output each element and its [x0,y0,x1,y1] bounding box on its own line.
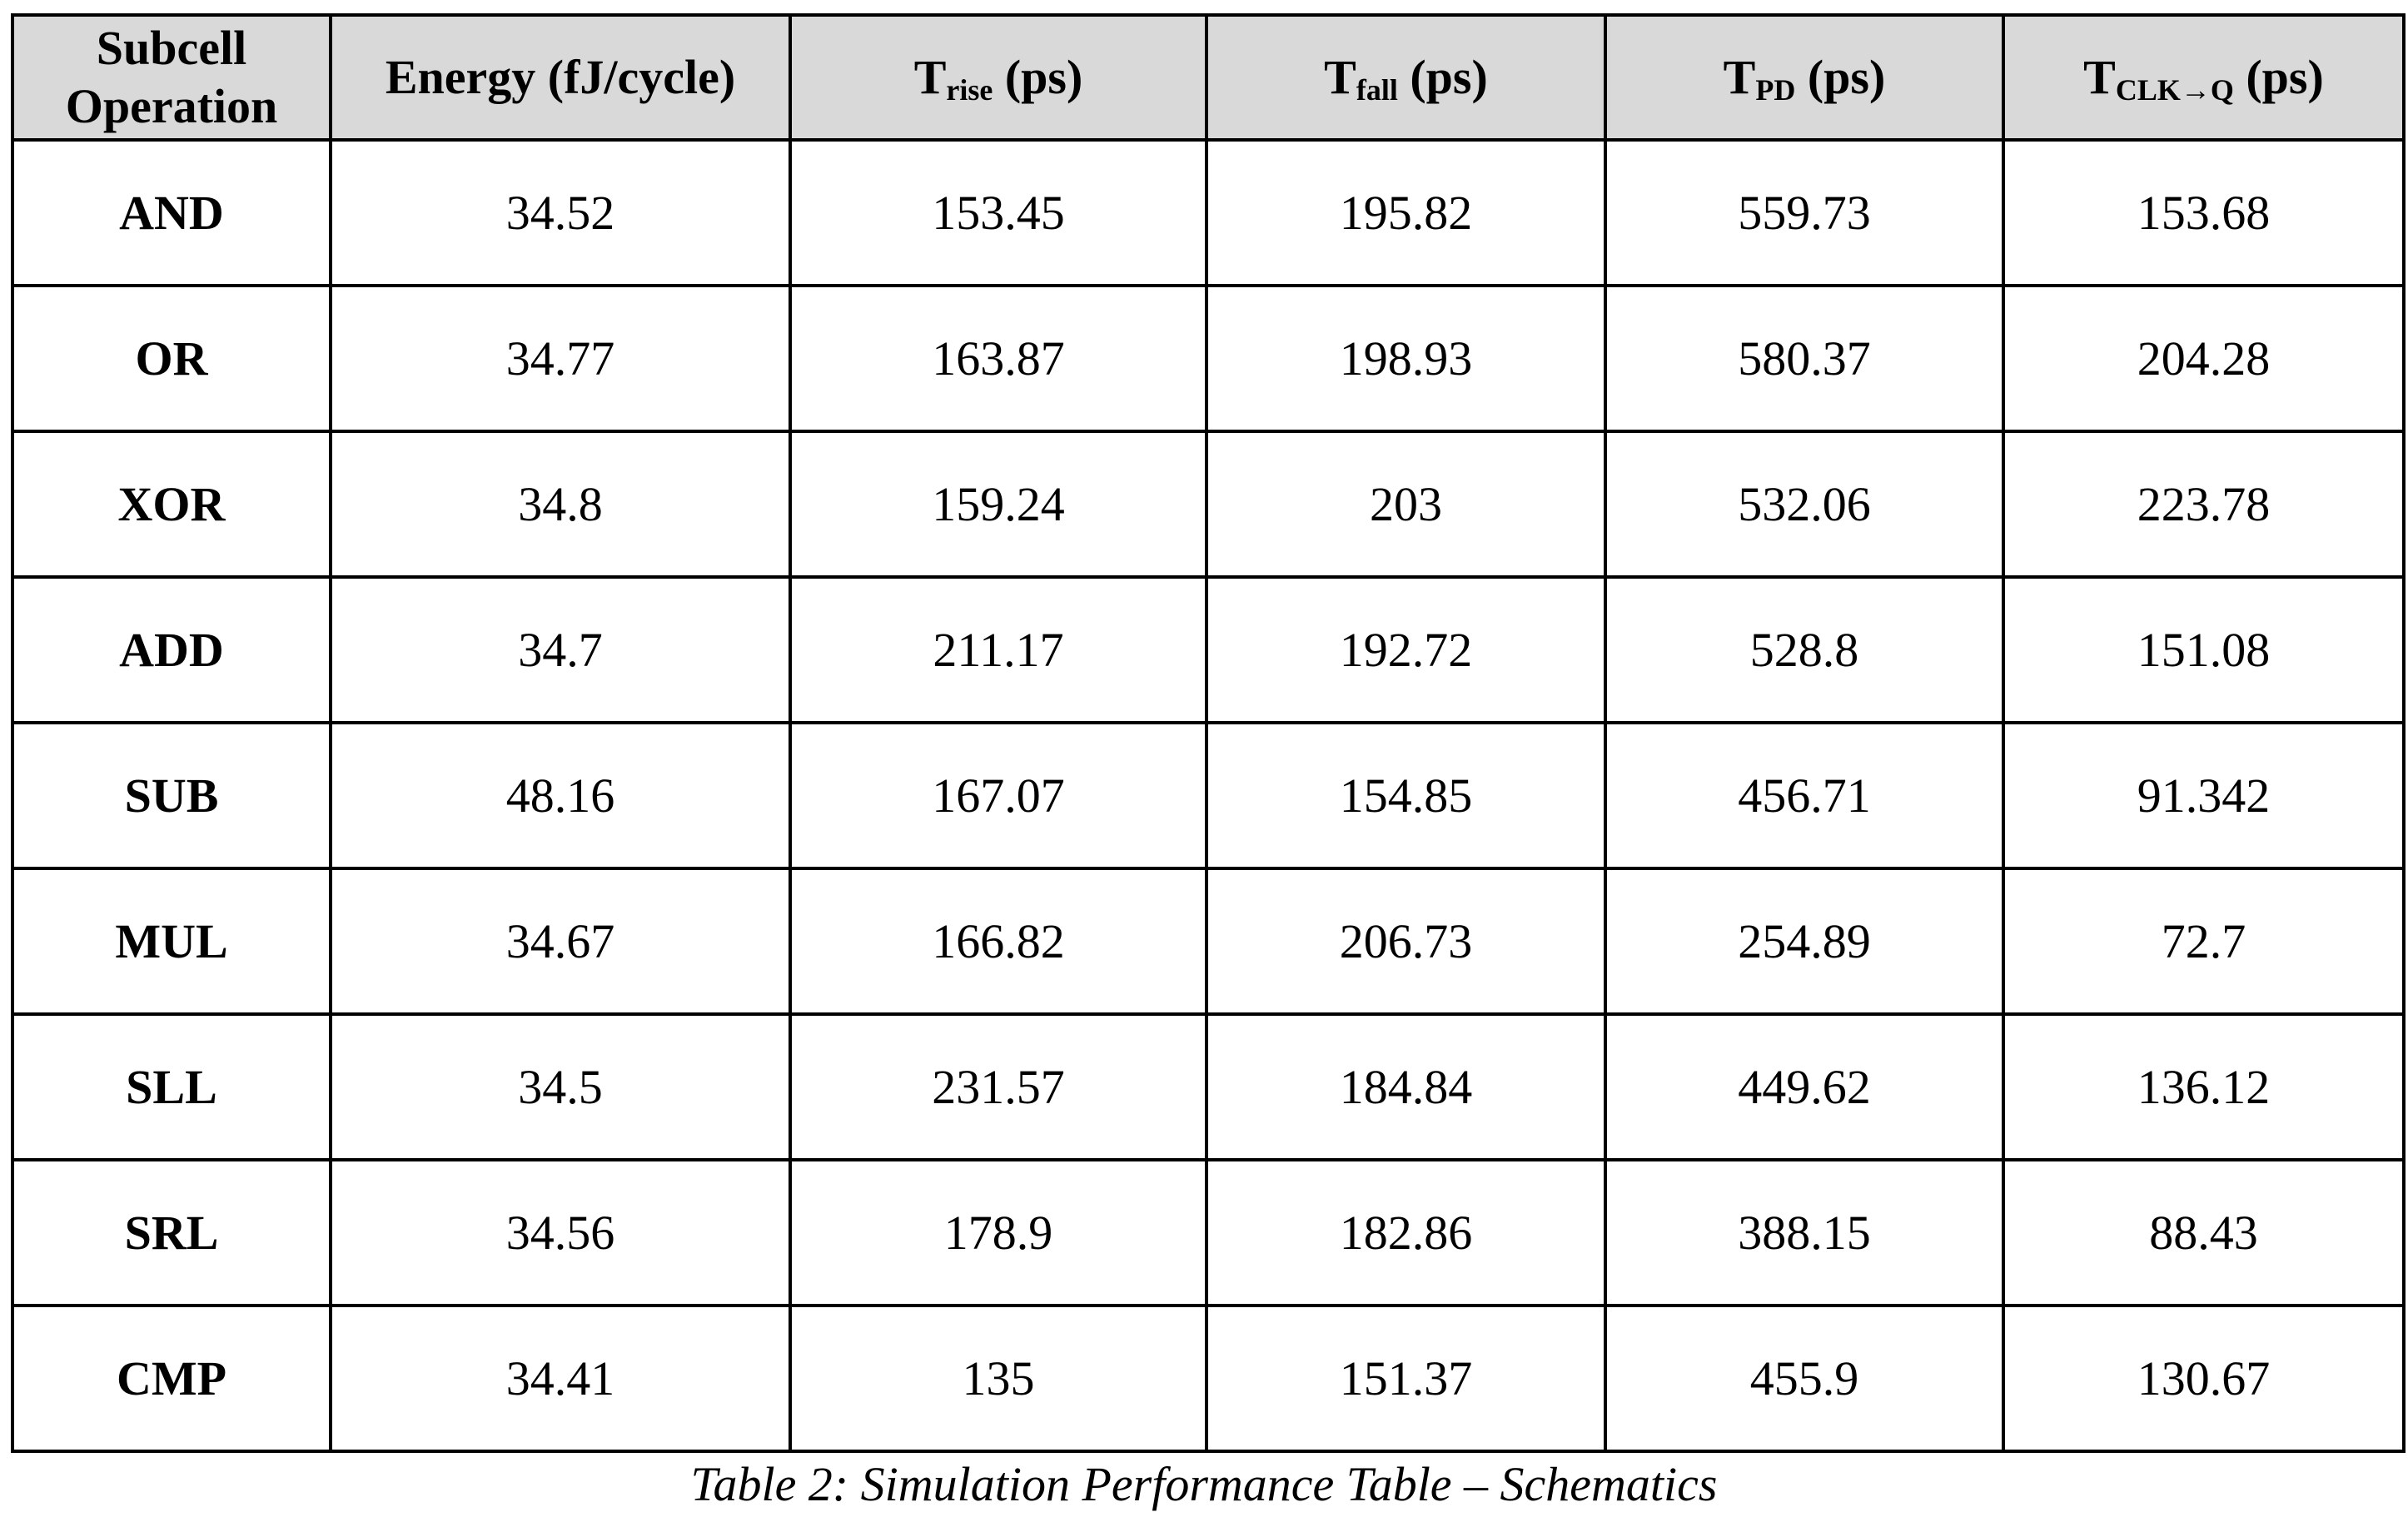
cell-t-rise: 135 [789,1304,1208,1453]
cell-operation: OR [11,284,332,433]
cell-operation: MUL [11,867,332,1016]
cell-t-pd: 532.06 [1604,430,2005,579]
cell-energy: 48.16 [329,721,792,870]
header-subcell-operation: Subcell Operation [11,13,332,142]
cell-t-rise: 211.17 [789,575,1208,724]
header-line: Subcell [96,21,247,75]
cell-operation: CMP [11,1304,332,1453]
cell-energy: 34.67 [329,867,792,1016]
cell-t-rise: 231.57 [789,1012,1208,1161]
header-sub: fall [1356,73,1398,107]
cell-t-rise: 153.45 [789,138,1208,287]
cell-t-pd: 528.8 [1604,575,2005,724]
cell-t-rise: 167.07 [789,721,1208,870]
cell-t-clk-q: 130.67 [2002,1304,2406,1453]
cell-energy: 34.5 [329,1012,792,1161]
cell-energy: 34.8 [329,430,792,579]
header-main: T [1324,50,1356,104]
header-energy: Energy (fJ/cycle) [329,13,792,142]
cell-t-rise: 166.82 [789,867,1208,1016]
cell-t-pd: 559.73 [1604,138,2005,287]
cell-t-clk-q: 153.68 [2002,138,2406,287]
header-label: Energy (fJ/cycle) [385,50,736,104]
table-row: OR 34.77 163.87 198.93 580.37 204.28 [11,284,2406,433]
cell-t-clk-q: 223.78 [2002,430,2406,579]
cell-energy: 34.56 [329,1158,792,1307]
header-suffix: (ps) [1795,50,1886,104]
header-t-clk-q: TCLK→Q (ps) [2002,13,2406,142]
table-row: SRL 34.56 178.9 182.86 388.15 88.43 [11,1158,2406,1307]
cell-t-clk-q: 136.12 [2002,1012,2406,1161]
header-suffix: (ps) [993,50,1083,104]
header-line: Operation [65,79,278,133]
cell-operation: SLL [11,1012,332,1161]
cell-t-rise: 163.87 [789,284,1208,433]
cell-t-clk-q: 88.43 [2002,1158,2406,1307]
table-row: SLL 34.5 231.57 184.84 449.62 136.12 [11,1012,2406,1161]
cell-t-fall: 184.84 [1205,1012,1607,1161]
table-row: ADD 34.7 211.17 192.72 528.8 151.08 [11,575,2406,724]
cell-operation: XOR [11,430,332,579]
cell-t-fall: 195.82 [1205,138,1607,287]
header-t-fall: Tfall (ps) [1205,13,1607,142]
cell-operation: SRL [11,1158,332,1307]
cell-t-fall: 206.73 [1205,867,1607,1016]
cell-t-fall: 192.72 [1205,575,1607,724]
cell-operation: ADD [11,575,332,724]
cell-t-fall: 203 [1205,430,1607,579]
cell-t-clk-q: 91.342 [2002,721,2406,870]
cell-energy: 34.41 [329,1304,792,1453]
cell-t-pd: 580.37 [1604,284,2005,433]
simulation-performance-table-container: Subcell Operation Energy (fJ/cycle) Tris… [11,13,2406,1453]
table-caption: Table 2: Simulation Performance Table – … [690,1457,1718,1511]
header-sub: rise [946,73,993,107]
cell-energy: 34.7 [329,575,792,724]
cell-t-fall: 182.86 [1205,1158,1607,1307]
cell-operation: SUB [11,721,332,870]
cell-operation: AND [11,138,332,287]
table-row: CMP 34.41 135 151.37 455.9 130.67 [11,1304,2406,1453]
header-sub: PD [1755,73,1796,107]
header-main: T [1723,50,1756,104]
cell-energy: 34.52 [329,138,792,287]
table-row: AND 34.52 153.45 195.82 559.73 153.68 [11,138,2406,287]
header-t-rise: Trise (ps) [789,13,1208,142]
header-sub: CLK→Q [2115,73,2234,107]
cell-t-fall: 154.85 [1205,721,1607,870]
cell-t-pd: 254.89 [1604,867,2005,1016]
header-main: T [2083,50,2116,104]
cell-t-rise: 159.24 [789,430,1208,579]
cell-t-pd: 456.71 [1604,721,2005,870]
table-row: MUL 34.67 166.82 206.73 254.89 72.7 [11,867,2406,1016]
table-row: XOR 34.8 159.24 203 532.06 223.78 [11,430,2406,579]
header-suffix: (ps) [1397,50,1488,104]
cell-t-clk-q: 204.28 [2002,284,2406,433]
cell-t-fall: 198.93 [1205,284,1607,433]
simulation-performance-table: Subcell Operation Energy (fJ/cycle) Tris… [11,13,2406,1453]
cell-energy: 34.77 [329,284,792,433]
cell-t-clk-q: 72.7 [2002,867,2406,1016]
cell-t-pd: 455.9 [1604,1304,2005,1453]
table-row: SUB 48.16 167.07 154.85 456.71 91.342 [11,721,2406,870]
cell-t-clk-q: 151.08 [2002,575,2406,724]
header-main: T [913,50,947,104]
cell-t-fall: 151.37 [1205,1304,1607,1453]
cell-t-rise: 178.9 [789,1158,1208,1307]
header-suffix: (ps) [2233,50,2324,104]
cell-t-pd: 388.15 [1604,1158,2005,1307]
header-t-pd: TPD (ps) [1604,13,2005,142]
cell-t-pd: 449.62 [1604,1012,2005,1161]
table-header-row: Subcell Operation Energy (fJ/cycle) Tris… [11,13,2406,142]
